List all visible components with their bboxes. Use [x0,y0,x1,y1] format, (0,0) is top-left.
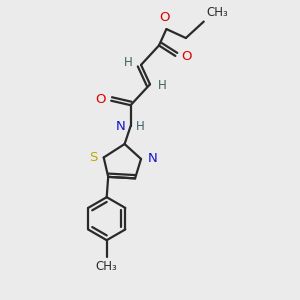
Text: N: N [116,120,125,133]
Text: O: O [160,11,170,24]
Text: S: S [89,151,97,164]
Text: O: O [95,93,106,106]
Text: CH₃: CH₃ [206,6,228,19]
Text: H: H [136,120,145,133]
Text: H: H [124,56,133,69]
Text: H: H [158,79,166,92]
Text: CH₃: CH₃ [96,260,118,273]
Text: O: O [181,50,191,63]
Text: N: N [148,152,158,166]
